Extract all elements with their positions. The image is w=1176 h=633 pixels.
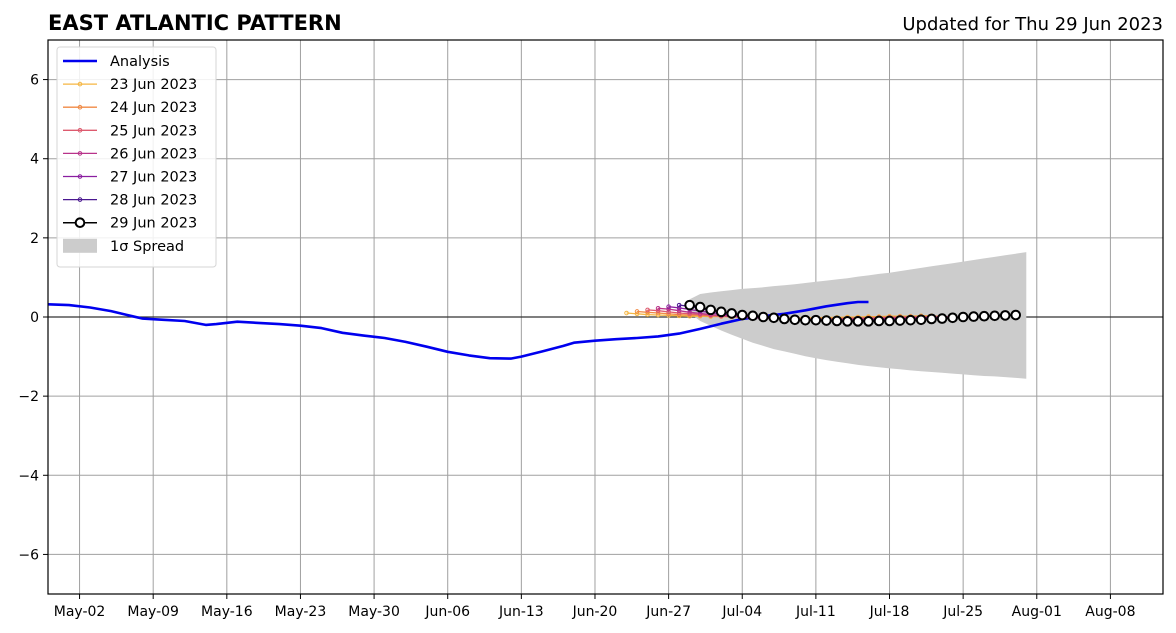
legend-swatch [63,238,97,253]
forecast-point [655,305,661,311]
forecast-point [676,302,682,308]
main-forecast-point [947,312,958,324]
legend-entry: 1σ Spread [110,239,184,255]
forecast-point [634,309,640,314]
y-tick-label: −2 [18,389,39,405]
forecast-point [687,309,692,315]
x-tick-label: Jun-27 [645,604,691,620]
main-forecast-point [821,315,832,326]
x-tick-label: May-23 [275,604,327,620]
legend-entry: Analysis [110,54,170,70]
main-forecast-point [715,306,727,318]
x-tick-label: Aug-08 [1085,604,1135,620]
legend-entry: 29 Jun 2023 [110,216,197,232]
main-forecast-point [968,311,979,322]
y-tick-label: 6 [30,73,39,89]
main-forecast-point [694,301,706,313]
chart-title: EAST ATLANTIC PATTERN [48,11,342,35]
legend-marker [77,197,83,202]
main-forecast-point [894,315,906,326]
main-forecast-point [989,310,1000,322]
series-group [48,252,1027,379]
forecast-point [645,307,650,313]
x-tick-label: Jun-13 [498,604,544,620]
x-tick-label: May-16 [201,604,253,620]
x-tick-label: Jul-04 [721,604,762,620]
legend-entry: 27 Jun 2023 [110,170,197,186]
forecast-point [666,304,671,310]
legend-entry: 28 Jun 2023 [110,193,197,209]
main-forecast-point [726,308,738,319]
main-forecast-point [747,310,759,322]
legend-marker [77,174,83,179]
legend-marker [74,217,86,228]
main-forecast-point [842,316,853,327]
main-forecast-point [957,311,969,323]
legend-box [56,46,217,268]
main-forecast-point [978,310,990,322]
main-forecast-point [884,315,895,327]
x-tick-label: Jun-20 [572,604,618,620]
main-forecast-point [789,314,801,326]
legend-entry: 26 Jun 2023 [110,146,197,162]
main-forecast-point [736,309,748,321]
x-tick-label: Jul-11 [795,604,836,620]
forecast-point [666,309,671,315]
y-tick-label: −4 [18,468,39,484]
main-forecast-point [800,314,811,326]
x-tick-label: Jun-06 [424,604,470,620]
x-tick-label: Aug-01 [1012,604,1062,620]
legend-marker [77,151,83,156]
legend-marker [77,81,83,87]
main-forecast-point [936,313,948,324]
forecast-point [676,305,682,311]
legend-marker [77,128,83,133]
chart-subtitle: Updated for Thu 29 Jun 2023 [902,14,1163,35]
main-forecast-point [926,313,937,325]
x-tick-label: Jul-25 [942,604,983,620]
main-forecast-point [705,304,716,316]
forecast-point [634,311,640,317]
main-forecast-point [999,310,1011,321]
plot-area: May-02 May-09 May-16 May-23 May-30 Jun-06 Jun-… [18,39,1164,620]
legend-entry: 25 Jun 2023 [110,123,197,139]
main-forecast-point [779,313,790,325]
forecast-point [676,308,682,313]
main-forecast-point [1010,309,1022,321]
y-tick-label: −6 [18,547,39,563]
y-tick-label: 2 [30,231,39,247]
plot-frame [47,39,1164,595]
main-forecast-point [915,314,927,326]
x-tick-label: May-30 [348,604,400,620]
main-forecast-point [873,315,885,327]
y-tick-label: 4 [30,152,39,168]
main-forecast-point [852,316,864,327]
main-forecast-point [831,315,843,327]
legend-marker [77,104,83,110]
main-forecast-point [810,314,822,326]
x-tick-label: May-09 [127,604,179,620]
legend: Analysis 23 Jun 2023 24 Jun 2023 25 Jun 202… [56,46,217,268]
main-forecast-point [863,316,874,327]
y-tick-label: 0 [30,310,39,326]
main-forecast-point [684,299,695,311]
forecast-point [624,310,629,316]
main-forecast-point [757,311,769,323]
x-tick-label: Jul-18 [869,604,910,620]
legend-entry: 24 Jun 2023 [110,100,197,116]
x-tick-label: May-02 [54,604,106,620]
legend-entry: 23 Jun 2023 [110,77,197,93]
main-forecast-point [768,312,780,324]
main-forecast-point [905,314,916,326]
